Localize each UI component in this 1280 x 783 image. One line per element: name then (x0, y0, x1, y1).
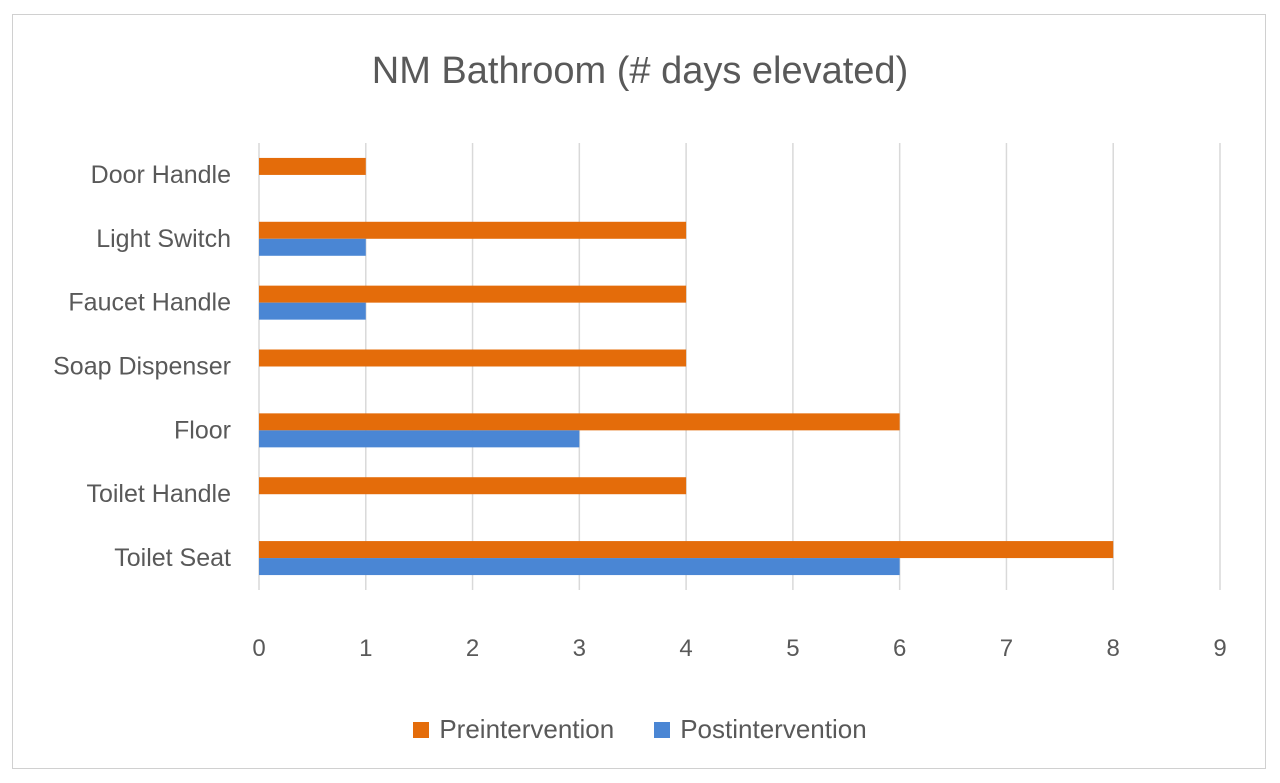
x-tick-label: 4 (679, 635, 692, 662)
bar-postintervention-light-switch (259, 238, 366, 256)
legend-label-postintervention: Postintervention (680, 714, 867, 744)
x-tick-label: 0 (252, 635, 265, 662)
bar-preintervention-toilet-handle (259, 477, 687, 495)
legend-item-preintervention: Preintervention (413, 714, 614, 745)
legend-label-preintervention: Preintervention (439, 714, 615, 744)
x-tick-label: 9 (1213, 635, 1226, 662)
bar-preintervention-toilet-seat (259, 541, 1114, 559)
category-label: Toilet Seat (114, 544, 231, 572)
chart-frame (12, 14, 1266, 769)
bar-preintervention-faucet-handle (259, 285, 687, 303)
bar-preintervention-soap-dispenser (259, 349, 687, 367)
bar-postintervention-toilet-seat (259, 558, 900, 576)
legend: Preintervention Postintervention (0, 714, 1280, 745)
y-axis-categories: Toilet Seat Toilet Handle Floor Soap Dispen… (53, 161, 231, 572)
bar-postintervention-floor (259, 430, 580, 448)
x-tick-label: 1 (359, 635, 372, 662)
bar-preintervention-floor (259, 413, 900, 431)
bar-postintervention-faucet-handle (259, 302, 366, 320)
x-tick-label: 8 (1107, 635, 1120, 662)
legend-swatch-preintervention (413, 721, 430, 738)
legend-swatch-postintervention (654, 721, 671, 738)
category-label: Faucet Handle (68, 289, 231, 317)
x-tick-label: 6 (893, 635, 906, 662)
legend-item-postintervention: Postintervention (654, 714, 867, 745)
x-tick-label: 3 (573, 635, 586, 662)
bars (259, 157, 1114, 576)
category-label: Soap Dispenser (53, 353, 231, 381)
bar-preintervention-door-handle (259, 157, 366, 175)
x-tick-label: 7 (1000, 635, 1013, 662)
category-label: Light Switch (96, 225, 231, 253)
category-label: Door Handle (91, 161, 231, 189)
category-label: Toilet Handle (86, 480, 231, 508)
x-tick-label: 5 (786, 635, 799, 662)
bar-preintervention-light-switch (259, 221, 687, 239)
x-axis-ticks: 0 1 2 3 4 5 6 7 8 9 (252, 635, 1226, 662)
chart-title: NM Bathroom (# days elevated) (371, 50, 909, 92)
x-tick-label: 2 (466, 635, 479, 662)
category-label: Floor (174, 416, 231, 444)
